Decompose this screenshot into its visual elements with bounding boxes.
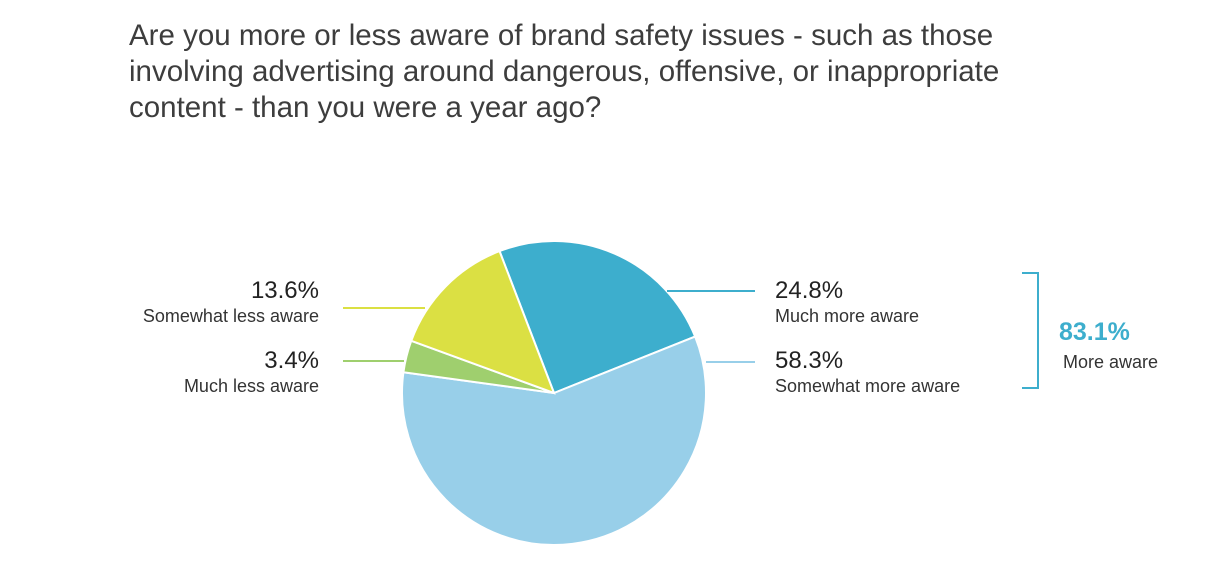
group-total-value: 83.1% — [1059, 318, 1130, 346]
chart-title: Are you more or less aware of brand safe… — [129, 18, 1129, 126]
title-line-1: Are you more or less aware of brand safe… — [129, 19, 994, 52]
label-much-less-aware: 3.4% Much less aware — [184, 347, 319, 397]
label-much-more-aware: 24.8% Much more aware — [775, 277, 919, 327]
label-somewhat-less-aware: 13.6% Somewhat less aware — [143, 277, 319, 327]
name-much-more-aware: Much more aware — [775, 306, 920, 326]
pct-somewhat-more-aware: 58.3% — [775, 347, 844, 374]
pie-slice-somewhat-more-aware — [401, 335, 707, 546]
group-bracket — [1022, 272, 1039, 389]
title-line-2: involving advertising around dangerous, … — [129, 55, 1000, 88]
group-total-label: More aware — [1063, 352, 1159, 372]
pie-slice-somewhat-less-aware — [409, 249, 556, 395]
pct-somewhat-less-aware: 13.6% — [250, 277, 319, 304]
pct-much-less-aware: 3.4% — [264, 347, 319, 374]
name-much-less-aware: Much less aware — [183, 376, 319, 396]
label-somewhat-more-aware: 58.3% Somewhat more aware — [775, 347, 960, 397]
name-somewhat-more-aware: Somewhat more aware — [775, 376, 961, 396]
title-line-3: content - than you were a year ago? — [129, 91, 602, 124]
name-somewhat-less-aware: Somewhat less aware — [142, 306, 319, 326]
pie-slice-much-more-aware — [498, 240, 697, 395]
pct-much-more-aware: 24.8% — [775, 277, 844, 304]
